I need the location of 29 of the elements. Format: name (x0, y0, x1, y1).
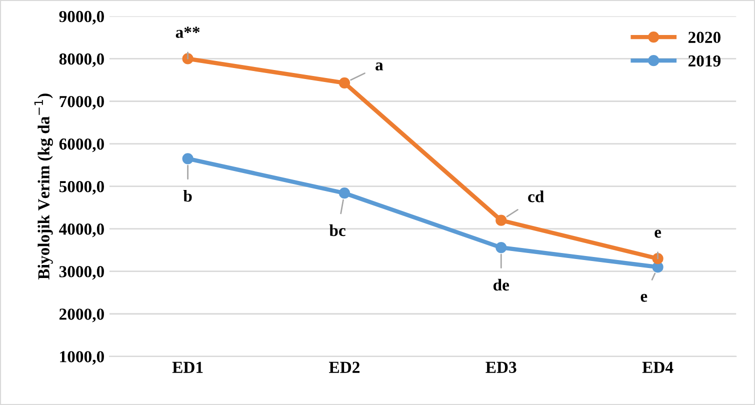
y-tick-label: 9000,0 (59, 10, 104, 25)
annotation: e (640, 294, 648, 302)
y-tick-label: 6000,0 (59, 138, 104, 152)
point (182, 153, 194, 164)
y-tick-label: 5000,0 (59, 181, 104, 195)
annotation: de (493, 278, 510, 291)
y-tick-label: 8000,0 (59, 53, 104, 68)
y-tick-label: 2000,0 (59, 308, 104, 322)
y-tick-label: 4000,0 (59, 224, 104, 238)
y-tick-label: 1000,0 (60, 351, 104, 365)
legend-label: 2020 (688, 32, 720, 44)
point (338, 77, 350, 89)
point (338, 188, 350, 199)
point (496, 242, 507, 254)
y-axis-title: Biyolojik Verim (kg da$^{−1}$) (34, 94, 53, 280)
annotation: a (376, 62, 384, 70)
x-tick-label: ED2 (329, 362, 360, 373)
x-tick-label: ED4 (642, 362, 674, 373)
x-tick-label: ED3 (486, 362, 516, 373)
y-tick-label: 3000,0 (59, 266, 104, 280)
annotation: b (183, 190, 192, 202)
annotation: bc (329, 224, 346, 236)
y-tick-label: 7000,0 (60, 96, 104, 110)
legend-label: 2019 (688, 55, 721, 67)
x-tick-label: ED1 (172, 362, 203, 373)
point (496, 214, 507, 226)
annotation: cd (528, 190, 544, 202)
annotation: a** (176, 26, 200, 38)
annotation: e (654, 230, 662, 238)
